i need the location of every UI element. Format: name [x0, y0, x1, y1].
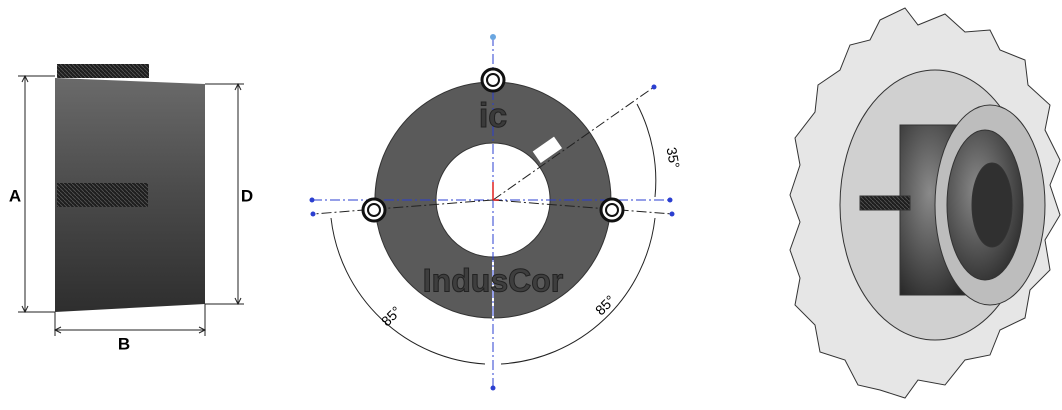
dimension-label: D	[241, 186, 253, 205]
point	[491, 386, 496, 391]
logo: ic	[479, 97, 507, 135]
brand: IndusCor	[423, 262, 563, 298]
point	[310, 198, 315, 203]
dimension-d	[205, 84, 244, 304]
bore	[972, 163, 1012, 247]
dimension-label: B	[118, 334, 130, 353]
sprocket-3d	[790, 8, 1060, 398]
angle-label: 35°	[664, 146, 683, 170]
point	[490, 34, 496, 40]
angle-label: 85°	[378, 303, 404, 329]
set-screw	[57, 183, 148, 207]
point	[652, 85, 657, 90]
set-screw	[860, 196, 910, 210]
set-screw	[57, 64, 149, 78]
point	[670, 212, 675, 217]
front-view: 35° 85° 85° ic IndusCor	[310, 34, 683, 391]
dimension-label: A	[9, 186, 21, 205]
drawing: A D B 35° 85° 85° ic IndusCor	[0, 0, 1062, 405]
point	[311, 212, 316, 217]
angle-label: 85°	[592, 292, 618, 318]
side-view: A D B	[9, 64, 253, 353]
point	[668, 198, 673, 203]
angle-arc	[637, 104, 656, 197]
dimension-a	[18, 76, 55, 312]
